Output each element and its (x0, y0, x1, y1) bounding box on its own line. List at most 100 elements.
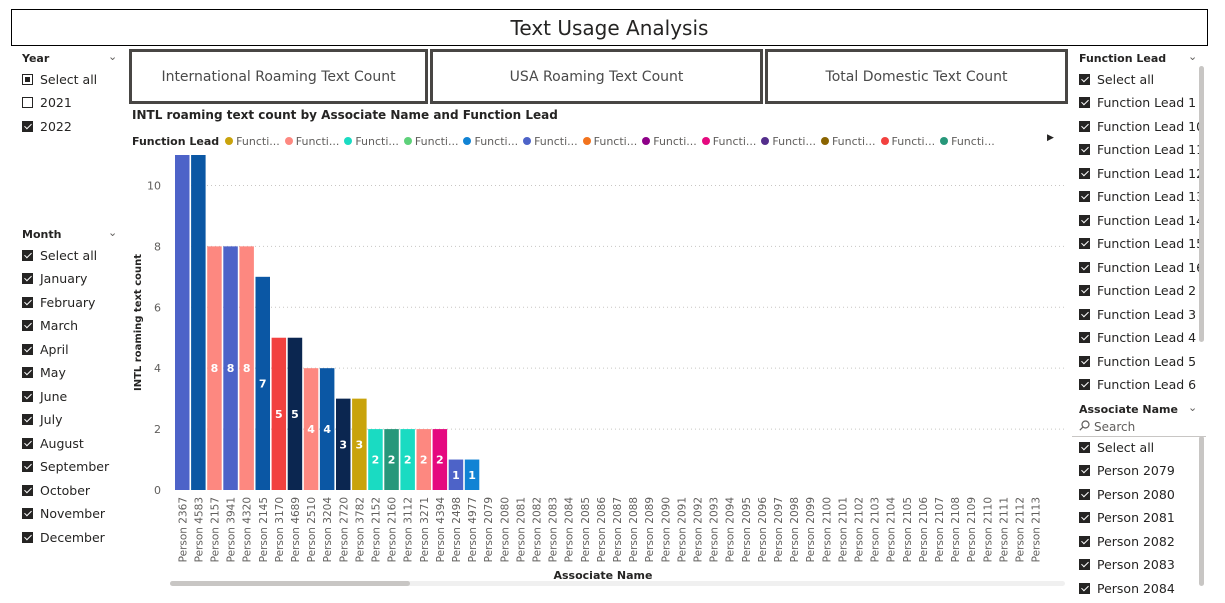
slicer-item[interactable]: December (22, 527, 105, 547)
chart-bar[interactable] (255, 276, 271, 490)
legend-item[interactable]: Functi... (523, 135, 578, 148)
chart-bar[interactable] (271, 337, 287, 490)
checkbox[interactable] (1079, 285, 1090, 296)
slicer-item[interactable]: January (22, 269, 87, 289)
legend-item[interactable]: Functi... (642, 135, 697, 148)
slicer-item[interactable]: Function Lead 11 (1079, 140, 1204, 160)
checkbox[interactable] (1079, 441, 1090, 453)
legend-item[interactable]: Functi... (284, 135, 339, 148)
slicer-item[interactable]: May (22, 363, 66, 383)
checkbox[interactable] (1079, 97, 1090, 108)
chevron-down-icon[interactable]: ⌄ (108, 226, 118, 239)
slicer-item[interactable]: Person 2083 (1079, 555, 1175, 575)
checkbox[interactable] (22, 97, 33, 108)
slicer-item[interactable]: Function Lead 16 (1079, 257, 1204, 277)
checkbox[interactable] (22, 531, 33, 543)
checkbox[interactable] (22, 249, 33, 261)
checkbox[interactable] (22, 273, 33, 284)
checkbox[interactable] (1079, 512, 1090, 523)
domestic-text-card[interactable]: Total Domestic Text Count (765, 49, 1068, 104)
chart-scrollbar-track[interactable] (170, 581, 1065, 586)
slicer-item[interactable]: Person 2084 (1079, 578, 1175, 598)
slicer-item[interactable]: Select all (22, 245, 97, 265)
slicer-item[interactable]: Function Lead 4 (1079, 328, 1196, 348)
checkbox[interactable] (1079, 238, 1090, 249)
slicer-item[interactable]: February (22, 292, 95, 312)
checkbox[interactable] (1079, 582, 1090, 594)
checkbox[interactable] (22, 461, 33, 472)
intl-roaming-card[interactable]: International Roaming Text Count (129, 49, 428, 104)
checkbox[interactable] (22, 343, 33, 355)
checkbox[interactable] (22, 484, 33, 496)
legend-item[interactable]: Functi... (701, 135, 756, 148)
chart-bar[interactable] (448, 459, 464, 490)
chart-scrollbar-thumb[interactable] (170, 581, 410, 586)
checkbox[interactable] (22, 320, 33, 331)
chart-bar[interactable] (239, 246, 254, 490)
slicer-item[interactable]: Function Lead 2 (1079, 281, 1196, 301)
slicer-item[interactable]: June (22, 386, 67, 406)
slicer-item[interactable]: Function Lead 3 (1079, 304, 1196, 324)
slicer-item[interactable]: Person 2080 (1079, 484, 1175, 504)
slicer-item[interactable]: Select all (1079, 437, 1154, 457)
checkbox[interactable] (22, 73, 33, 85)
chart-bar[interactable] (416, 429, 432, 490)
slicer-item[interactable]: 2022 (22, 116, 72, 136)
checkbox[interactable] (1079, 535, 1090, 547)
checkbox[interactable] (22, 508, 33, 519)
checkbox[interactable] (1079, 332, 1090, 343)
legend-item[interactable]: Functi... (225, 135, 280, 148)
checkbox[interactable] (1079, 167, 1090, 179)
slicer-item[interactable]: November (22, 504, 105, 524)
checkbox[interactable] (22, 367, 33, 378)
checkbox[interactable] (1079, 120, 1090, 132)
chart-bar[interactable] (368, 429, 383, 490)
checkbox[interactable] (1079, 559, 1090, 570)
checkbox[interactable] (1079, 355, 1090, 367)
chart-bar[interactable] (287, 337, 303, 490)
checkbox[interactable] (1079, 488, 1090, 500)
legend-item[interactable]: Functi... (761, 135, 816, 148)
chart-bar[interactable] (223, 246, 238, 490)
legend-item[interactable]: Functi... (582, 135, 637, 148)
legend-item[interactable]: Functi... (463, 135, 518, 148)
chart-bar[interactable] (319, 368, 335, 490)
slicer-item[interactable]: August (22, 433, 84, 453)
checkbox[interactable] (22, 437, 33, 449)
legend-item[interactable]: Functi... (403, 135, 458, 148)
slicer-item[interactable]: Function Lead 14 (1079, 210, 1204, 230)
slicer-item[interactable]: July (22, 410, 62, 430)
chevron-down-icon[interactable]: ⌄ (1188, 401, 1198, 414)
checkbox[interactable] (1079, 379, 1090, 390)
chart-bar[interactable] (384, 429, 399, 490)
legend-item[interactable]: Functi... (344, 135, 399, 148)
slicer-item[interactable]: Function Lead 15 (1079, 234, 1204, 254)
associate-scrollbar[interactable] (1199, 436, 1204, 586)
slicer-item[interactable]: Function Lead 5 (1079, 351, 1196, 371)
checkbox[interactable] (22, 414, 33, 425)
usa-roaming-card[interactable]: USA Roaming Text Count (430, 49, 763, 104)
chart-bar[interactable] (400, 429, 415, 490)
checkbox[interactable] (22, 296, 33, 308)
checkbox[interactable] (1079, 308, 1090, 320)
checkbox[interactable] (1079, 191, 1090, 202)
checkbox[interactable] (22, 120, 33, 132)
checkbox[interactable] (1079, 214, 1090, 226)
slicer-item[interactable]: October (22, 480, 90, 500)
slicer-item[interactable]: September (22, 457, 109, 477)
chart-bar[interactable] (207, 246, 222, 490)
slicer-item[interactable]: April (22, 339, 69, 359)
slicer-item[interactable]: Function Lead 13 (1079, 187, 1204, 207)
slicer-item[interactable]: Function Lead 1 (1079, 93, 1196, 113)
chart-bar[interactable] (336, 398, 351, 490)
legend-next-arrow-icon[interactable]: ▶ (1047, 133, 1054, 143)
slicer-item[interactable]: Person 2082 (1079, 531, 1175, 551)
chart-bar[interactable] (303, 368, 319, 490)
slicer-item[interactable]: Function Lead 6 (1079, 375, 1196, 395)
checkbox[interactable] (1079, 465, 1090, 476)
slicer-item[interactable]: Function Lead 10 (1079, 116, 1204, 136)
legend-item[interactable]: Functi... (880, 135, 935, 148)
associate-search-input[interactable]: Search (1072, 418, 1206, 437)
slicer-item[interactable]: Person 2079 (1079, 461, 1175, 481)
chart-bar[interactable] (464, 459, 480, 490)
